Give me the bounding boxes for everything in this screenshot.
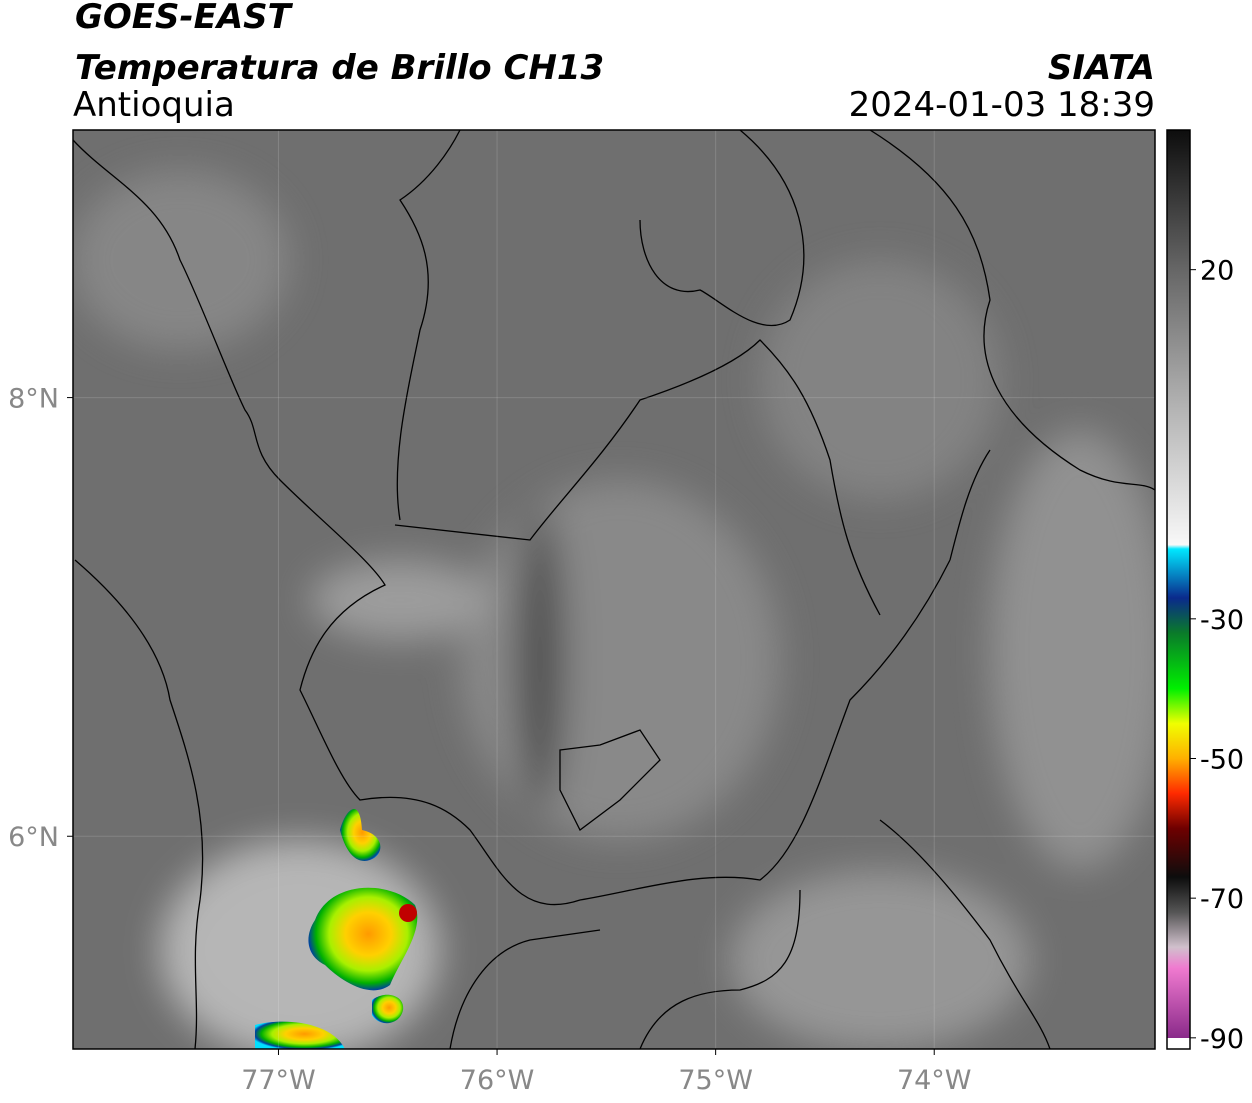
colorbar-tick-label: -50 — [1200, 744, 1244, 775]
region: Antioquia — [73, 85, 235, 125]
y-tick-label: 8°N — [8, 384, 59, 415]
x-tick-label: 76°W — [460, 1065, 535, 1096]
subtitle: Temperatura de Brillo CH13 — [75, 48, 604, 88]
colorbar — [1167, 130, 1190, 1049]
map-frame — [72, 129, 1156, 1050]
x-tick-label: 77°W — [241, 1065, 316, 1096]
y-tick-label: 6°N — [8, 822, 59, 853]
colorbar-tick-label: -70 — [1200, 884, 1244, 915]
x-tick-label: 74°W — [897, 1065, 972, 1096]
title: GOES-EAST — [75, 0, 294, 37]
source: SIATA — [1048, 48, 1155, 88]
map-image — [73, 130, 1155, 1049]
colorbar-tick-label: -90 — [1200, 1024, 1244, 1055]
colorbar-frame — [1166, 129, 1191, 1050]
colorbar-tick-label: -30 — [1200, 605, 1244, 636]
colorbar-tick-label: 20 — [1200, 256, 1234, 287]
datetime: 2024-01-03 18:39 — [849, 85, 1155, 125]
x-tick-label: 75°W — [678, 1065, 753, 1096]
